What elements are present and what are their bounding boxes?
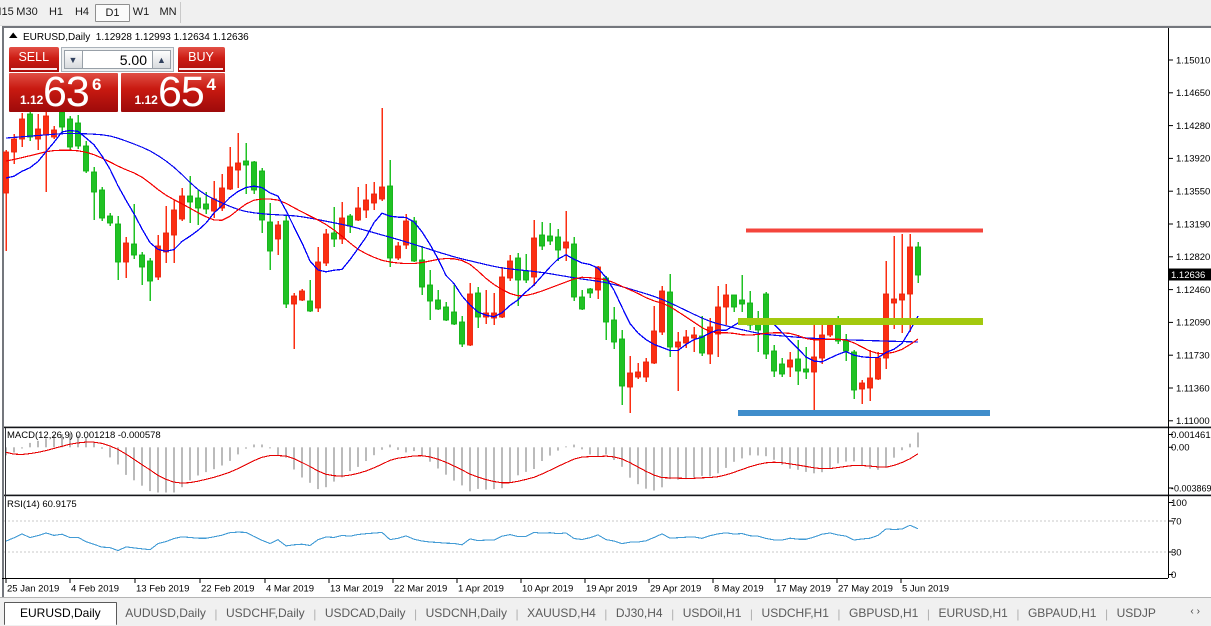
svg-text:EURUSD,Daily 1.12928 1.12993: EURUSD,Daily 1.12928 1.12993 1.12634 1.1… <box>23 32 249 43</box>
svg-text:19 Apr 2019: 19 Apr 2019 <box>586 584 637 595</box>
svg-text:25 Jan 2019: 25 Jan 2019 <box>7 584 59 595</box>
svg-text:22 Feb 2019: 22 Feb 2019 <box>201 584 254 595</box>
svg-text:13 Mar 2019: 13 Mar 2019 <box>330 584 383 595</box>
svg-text:1.14650: 1.14650 <box>1176 88 1210 99</box>
svg-text:RSI(14) 60.9175: RSI(14) 60.9175 <box>7 499 77 510</box>
svg-text:0: 0 <box>1171 570 1176 581</box>
svg-text:1.12636: 1.12636 <box>1171 270 1205 281</box>
svg-text:1.13550: 1.13550 <box>1176 187 1210 198</box>
svg-text:0.001461: 0.001461 <box>1171 430 1211 441</box>
svg-text:22 Mar 2019: 22 Mar 2019 <box>394 584 447 595</box>
svg-text:4 Mar 2019: 4 Mar 2019 <box>266 584 314 595</box>
svg-text:4 Feb 2019: 4 Feb 2019 <box>71 584 119 595</box>
svg-text:70: 70 <box>1171 516 1182 527</box>
svg-text:1.11360: 1.11360 <box>1176 383 1210 394</box>
svg-text:13 Feb 2019: 13 Feb 2019 <box>136 584 189 595</box>
svg-text:30: 30 <box>1171 547 1182 558</box>
svg-text:1.12460: 1.12460 <box>1176 285 1210 296</box>
svg-text:0.00: 0.00 <box>1171 443 1190 454</box>
svg-text:1.11730: 1.11730 <box>1176 351 1210 362</box>
svg-text:10 Apr 2019: 10 Apr 2019 <box>522 584 573 595</box>
svg-text:MACD(12,26,9) 0.001218 -0.0005: MACD(12,26,9) 0.001218 -0.000578 <box>7 430 161 441</box>
svg-text:1.14280: 1.14280 <box>1176 121 1210 132</box>
svg-text:1.13920: 1.13920 <box>1176 154 1210 165</box>
svg-text:27 May 2019: 27 May 2019 <box>838 584 893 595</box>
svg-text:5 Jun 2019: 5 Jun 2019 <box>902 584 949 595</box>
svg-text:1.12090: 1.12090 <box>1176 318 1210 329</box>
svg-text:29 Apr 2019: 29 Apr 2019 <box>650 584 701 595</box>
svg-text:1.13190: 1.13190 <box>1176 219 1210 230</box>
svg-text:17 May 2019: 17 May 2019 <box>776 584 831 595</box>
svg-text:8 May 2019: 8 May 2019 <box>714 584 764 595</box>
svg-text:1.12820: 1.12820 <box>1176 252 1210 263</box>
svg-text:1.11000: 1.11000 <box>1176 416 1210 427</box>
svg-text:-0.003869: -0.003869 <box>1171 483 1211 493</box>
svg-text:1 Apr 2019: 1 Apr 2019 <box>458 584 504 595</box>
svg-text:100: 100 <box>1171 498 1187 509</box>
svg-text:1.15010: 1.15010 <box>1176 55 1210 66</box>
